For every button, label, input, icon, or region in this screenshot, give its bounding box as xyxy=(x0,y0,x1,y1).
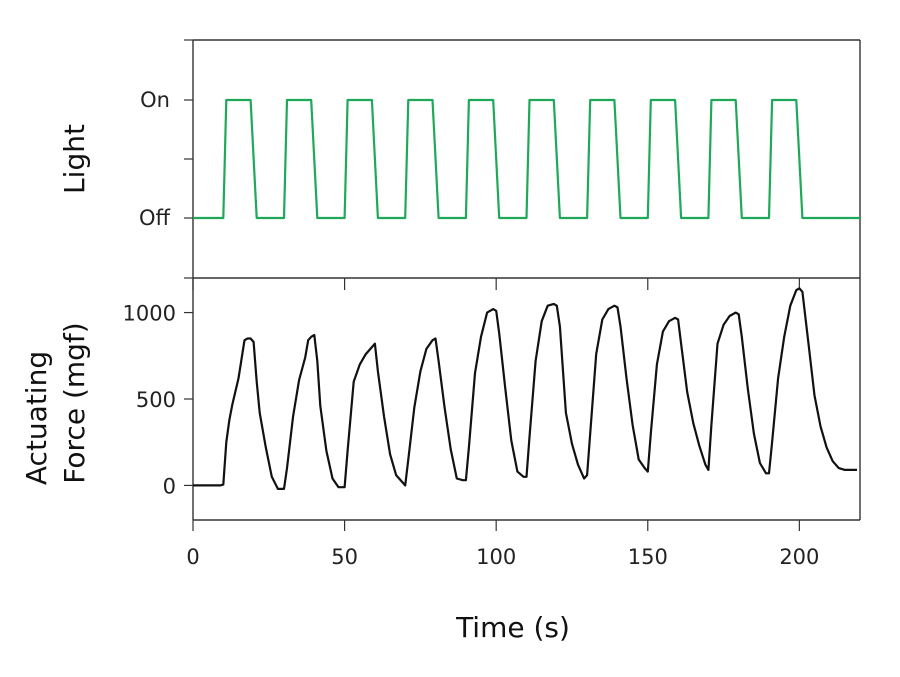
light-series-line xyxy=(193,98,860,220)
x-axis-title: Time (s) xyxy=(455,611,570,644)
force-series-line xyxy=(193,287,857,490)
light-panel: On Off Light xyxy=(58,39,861,279)
force-y-tick-label-1000: 1000 xyxy=(123,302,176,326)
force-axis-title-line2: Force (mgf) xyxy=(58,322,91,483)
force-y-tick-label-500: 500 xyxy=(136,388,176,412)
light-tick-label-off: Off xyxy=(139,206,171,230)
light-tick-label-on: On xyxy=(140,88,170,112)
x-tick-label-50: 50 xyxy=(331,545,358,569)
force-axis-title-line1: Actuating xyxy=(20,351,53,485)
x-tick-label-0: 0 xyxy=(186,545,199,569)
x-tick-label-100: 100 xyxy=(476,545,516,569)
force-y-ticks: 0 500 1000 xyxy=(123,302,193,498)
force-y-tick-label-0: 0 xyxy=(163,474,176,498)
x-tick-label-150: 150 xyxy=(628,545,668,569)
x-tick-label-200: 200 xyxy=(779,545,819,569)
force-x-ticks: 0 50 100 150 200 xyxy=(186,278,819,569)
force-panel: 0 500 1000 0 50 100 150 200 Actuating Force (m… xyxy=(20,277,861,644)
light-axis-title: Light xyxy=(58,124,91,194)
